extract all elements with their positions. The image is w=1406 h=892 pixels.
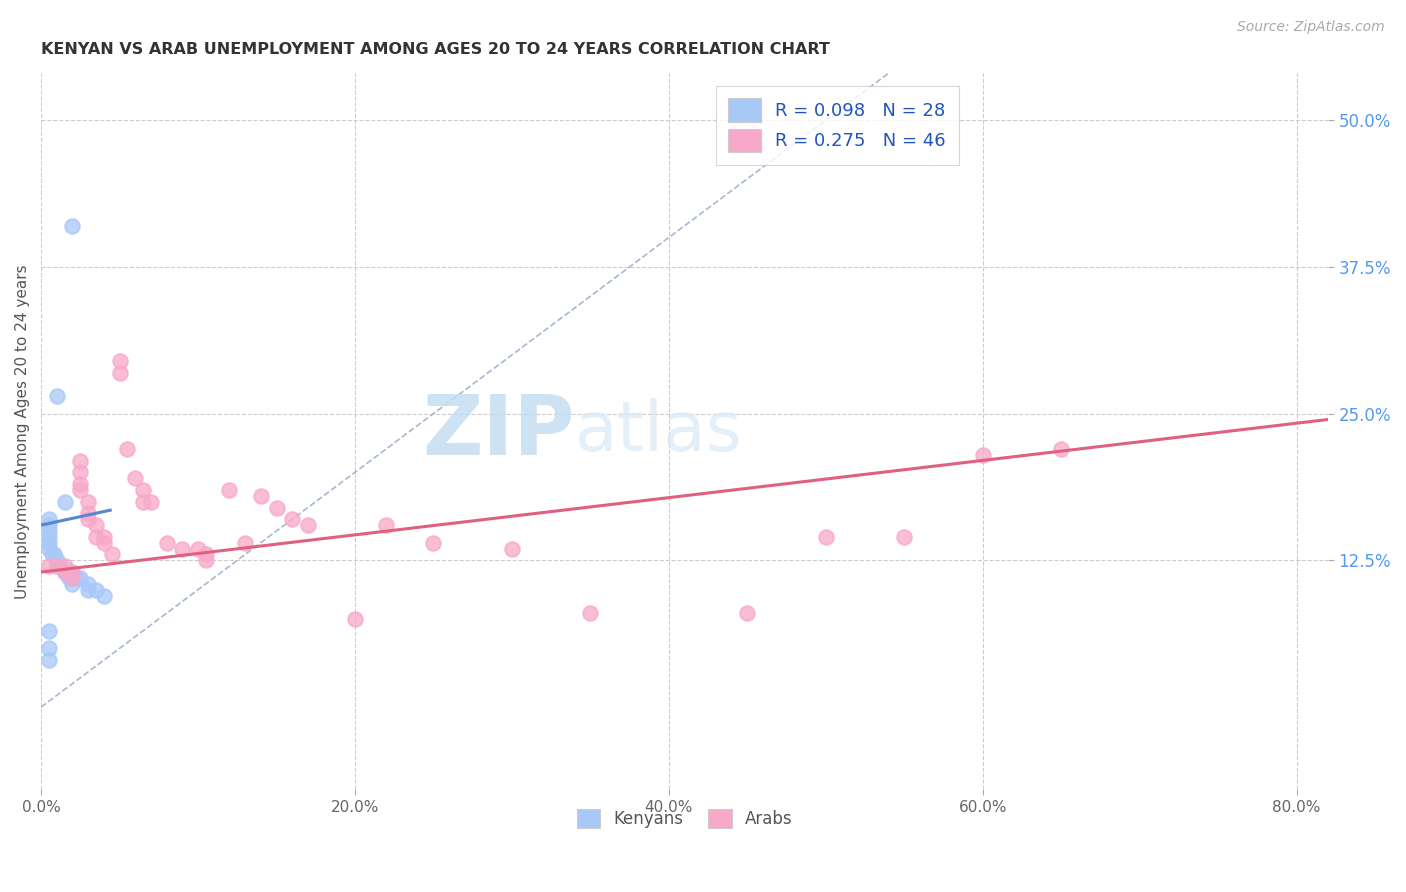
Point bbox=[233, 535, 256, 549]
Point bbox=[297, 518, 319, 533]
Text: Source: ZipAtlas.com: Source: ZipAtlas.com bbox=[1237, 20, 1385, 34]
Point bbox=[501, 541, 523, 556]
Point bbox=[579, 606, 602, 620]
Point bbox=[124, 471, 146, 485]
Point bbox=[65, 571, 87, 585]
Point bbox=[62, 219, 84, 233]
Point bbox=[77, 512, 100, 526]
Point bbox=[893, 530, 915, 544]
Point bbox=[38, 535, 60, 549]
Point bbox=[58, 571, 80, 585]
Point bbox=[45, 559, 67, 574]
Point bbox=[218, 483, 240, 497]
Point bbox=[53, 565, 76, 579]
Point bbox=[194, 553, 217, 567]
Point bbox=[69, 453, 91, 467]
Point bbox=[69, 483, 91, 497]
Text: ZIP: ZIP bbox=[423, 391, 575, 472]
Point bbox=[375, 518, 398, 533]
Point bbox=[132, 494, 155, 508]
Point bbox=[45, 559, 67, 574]
Point bbox=[45, 389, 67, 403]
Point bbox=[62, 576, 84, 591]
Point bbox=[108, 353, 131, 368]
Point bbox=[84, 518, 107, 533]
Point bbox=[62, 571, 84, 585]
Point bbox=[156, 535, 179, 549]
Point bbox=[139, 494, 162, 508]
Point bbox=[62, 565, 84, 579]
Point bbox=[1050, 442, 1073, 456]
Point bbox=[132, 483, 155, 497]
Point bbox=[972, 448, 994, 462]
Point bbox=[53, 494, 76, 508]
Point bbox=[814, 530, 837, 544]
Point bbox=[100, 548, 122, 562]
Point bbox=[77, 582, 100, 597]
Point bbox=[38, 541, 60, 556]
Point bbox=[38, 559, 60, 574]
Point bbox=[38, 624, 60, 638]
Legend: Kenyans, Arabs: Kenyans, Arabs bbox=[569, 802, 799, 835]
Point bbox=[69, 571, 91, 585]
Point bbox=[42, 548, 65, 562]
Point bbox=[45, 553, 67, 567]
Point bbox=[343, 612, 366, 626]
Point bbox=[281, 512, 304, 526]
Point bbox=[38, 530, 60, 544]
Point bbox=[250, 489, 273, 503]
Point bbox=[62, 571, 84, 585]
Point bbox=[41, 548, 63, 562]
Point bbox=[38, 518, 60, 533]
Point bbox=[53, 565, 76, 579]
Point bbox=[38, 524, 60, 538]
Point bbox=[108, 366, 131, 380]
Point bbox=[38, 653, 60, 667]
Point bbox=[77, 494, 100, 508]
Point bbox=[93, 589, 115, 603]
Point bbox=[49, 559, 72, 574]
Point bbox=[53, 565, 76, 579]
Point bbox=[172, 541, 194, 556]
Point bbox=[93, 535, 115, 549]
Point bbox=[53, 559, 76, 574]
Y-axis label: Unemployment Among Ages 20 to 24 years: Unemployment Among Ages 20 to 24 years bbox=[15, 264, 30, 599]
Point bbox=[69, 477, 91, 491]
Point bbox=[38, 641, 60, 656]
Point bbox=[38, 512, 60, 526]
Point bbox=[84, 530, 107, 544]
Point bbox=[93, 530, 115, 544]
Point bbox=[69, 465, 91, 479]
Point bbox=[422, 535, 444, 549]
Point bbox=[77, 507, 100, 521]
Point bbox=[84, 582, 107, 597]
Point bbox=[266, 500, 288, 515]
Point bbox=[194, 548, 217, 562]
Point bbox=[737, 606, 759, 620]
Point bbox=[77, 576, 100, 591]
Text: KENYAN VS ARAB UNEMPLOYMENT AMONG AGES 20 TO 24 YEARS CORRELATION CHART: KENYAN VS ARAB UNEMPLOYMENT AMONG AGES 2… bbox=[41, 42, 830, 57]
Point bbox=[187, 541, 209, 556]
Text: atlas: atlas bbox=[575, 398, 742, 465]
Point bbox=[117, 442, 139, 456]
